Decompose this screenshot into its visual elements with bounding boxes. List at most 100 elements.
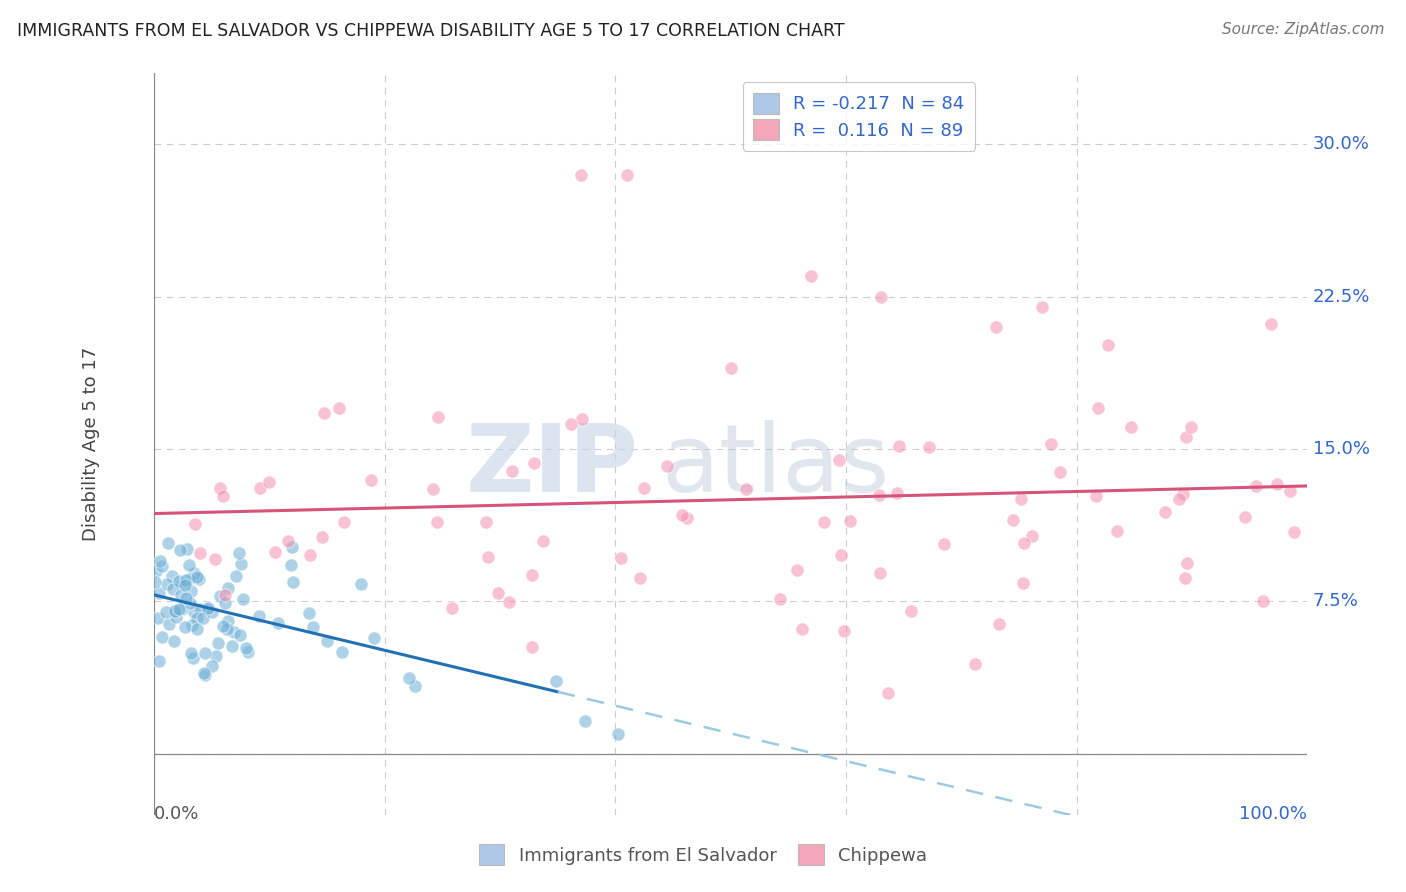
Point [264, 545, 287, 559]
Text: Source: ZipAtlas.com: Source: ZipAtlas.com [1222, 22, 1385, 37]
Point [150, 630, 173, 644]
Point [610, 551, 633, 566]
Point [280, 558, 302, 573]
Point [868, 488, 890, 502]
Point [281, 575, 304, 590]
Point [1244, 479, 1267, 493]
Point [316, 633, 339, 648]
Point [281, 540, 304, 554]
Point [201, 659, 224, 673]
Point [180, 583, 202, 598]
Point [214, 596, 236, 610]
Point [1087, 401, 1109, 415]
Point [474, 516, 496, 530]
Point [186, 611, 208, 625]
Point [1031, 300, 1053, 314]
Point [152, 558, 174, 573]
Point [1040, 437, 1063, 451]
Point [181, 650, 204, 665]
Point [422, 482, 444, 496]
Point [186, 570, 208, 584]
Point [163, 604, 186, 618]
Point [769, 591, 792, 606]
Text: 0.0%: 0.0% [155, 805, 200, 822]
Point [560, 417, 582, 432]
Point [170, 577, 193, 591]
Point [574, 714, 596, 728]
Point [569, 168, 592, 182]
Point [441, 600, 464, 615]
Point [209, 481, 232, 495]
Point [212, 618, 235, 632]
Point [257, 475, 280, 490]
Point [832, 624, 855, 639]
Point [162, 569, 184, 583]
Point [1265, 477, 1288, 491]
Point [297, 607, 319, 621]
Point [170, 602, 193, 616]
Point [228, 546, 250, 560]
Point [176, 541, 198, 556]
Point [302, 620, 325, 634]
Point [170, 588, 193, 602]
Point [148, 585, 170, 599]
Text: Disability Age 5 to 17: Disability Age 5 to 17 [82, 347, 100, 541]
Point [155, 606, 177, 620]
Point [267, 615, 290, 630]
Point [180, 647, 202, 661]
Point [1153, 505, 1175, 519]
Point [184, 516, 207, 531]
Point [501, 464, 523, 478]
Legend: Immigrants from El Salvador, Chippewa: Immigrants from El Salvador, Chippewa [470, 835, 936, 874]
Point [987, 617, 1010, 632]
Point [571, 412, 593, 426]
Point [145, 564, 167, 578]
Point [889, 439, 911, 453]
Legend: R = -0.217  N = 84, R =  0.116  N = 89: R = -0.217 N = 84, R = 0.116 N = 89 [742, 82, 976, 151]
Point [427, 410, 450, 425]
Text: ZIP: ZIP [465, 420, 638, 512]
Point [800, 269, 823, 284]
Point [180, 618, 202, 632]
Point [1279, 483, 1302, 498]
Point [984, 320, 1007, 334]
Point [655, 458, 678, 473]
Point [813, 515, 835, 529]
Point [498, 595, 520, 609]
Point [224, 625, 246, 640]
Point [167, 601, 190, 615]
Point [1119, 419, 1142, 434]
Point [1171, 486, 1194, 500]
Point [235, 641, 257, 656]
Point [1174, 571, 1197, 585]
Point [886, 485, 908, 500]
Point [183, 605, 205, 619]
Point [720, 360, 742, 375]
Point [830, 548, 852, 562]
Point [671, 508, 693, 522]
Point [157, 616, 180, 631]
Point [363, 631, 385, 645]
Point [404, 679, 426, 693]
Point [174, 573, 197, 587]
Text: IMMIGRANTS FROM EL SALVADOR VS CHIPPEWA DISABILITY AGE 5 TO 17 CORRELATION CHART: IMMIGRANTS FROM EL SALVADOR VS CHIPPEWA … [17, 22, 845, 40]
Point [186, 622, 208, 636]
Point [522, 568, 544, 582]
Point [174, 620, 197, 634]
Point [1175, 430, 1198, 444]
Point [177, 558, 200, 573]
Point [221, 639, 243, 653]
Point [165, 610, 187, 624]
Point [162, 582, 184, 596]
Point [236, 645, 259, 659]
Point [217, 622, 239, 636]
Point [1107, 524, 1129, 539]
Point [146, 611, 169, 625]
Text: 100.0%: 100.0% [1239, 805, 1308, 822]
Point [1085, 489, 1108, 503]
Point [212, 489, 235, 503]
Point [333, 515, 356, 529]
Point [1001, 513, 1024, 527]
Point [360, 474, 382, 488]
Point [201, 606, 224, 620]
